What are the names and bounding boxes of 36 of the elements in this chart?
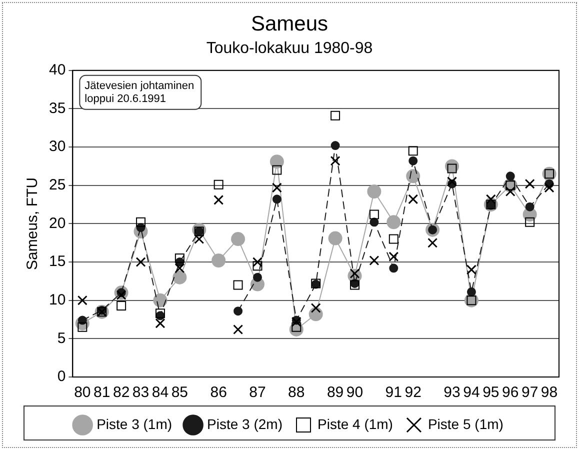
chart-subtitle: Touko-lokakuu 1980-98 [206,40,373,58]
y-tick-label: 30 [48,138,66,156]
x-tick-label: 91 [385,384,402,402]
x-tick-label: 96 [502,384,519,402]
x-tick-label: 83 [132,384,150,402]
x-tick-label: 84 [152,384,169,402]
y-tick-label: 40 [48,62,66,79]
x-tick-label: 81 [94,384,110,402]
y-tick-label: 15 [48,253,66,270]
x-tick-label: 94 [463,384,480,402]
legend-label: Piste 3 (1m) [96,416,172,432]
x-tick-label: 90 [346,384,364,402]
legend-label: Piste 4 (1m) [318,416,393,432]
x-tick-label: 95 [482,384,500,402]
x-tick-label: 97 [521,384,538,402]
y-tick-label: 0 [57,368,66,386]
y-tick-label: 35 [48,100,66,117]
x-tick-label: 89 [326,384,344,402]
y-tick-label: 25 [48,176,66,194]
x-tick-label: 86 [210,384,227,402]
legend-label: Piste 5 (1m) [428,416,504,432]
chart-title: Sameus [250,12,328,36]
x-tick-label: 93 [444,384,460,402]
x-tick-label: 92 [404,384,422,402]
y-tick-label: 20 [48,214,66,232]
x-tick-label: 87 [249,384,266,402]
y-tick-label: 10 [48,291,66,308]
y-axis-title: Sameus, FTU [24,177,42,270]
x-tick-label: 88 [288,384,305,402]
x-tick-label: 80 [74,384,91,402]
x-tick-label: 98 [540,384,558,402]
annotation: Jätevesien johtaminen loppui 20.6.1991 [84,80,194,105]
legend-label: Piste 3 (2m) [207,416,283,432]
x-tick-label: 82 [112,384,130,402]
x-tick-label: 85 [171,384,188,402]
y-tick-label: 5 [57,330,66,347]
